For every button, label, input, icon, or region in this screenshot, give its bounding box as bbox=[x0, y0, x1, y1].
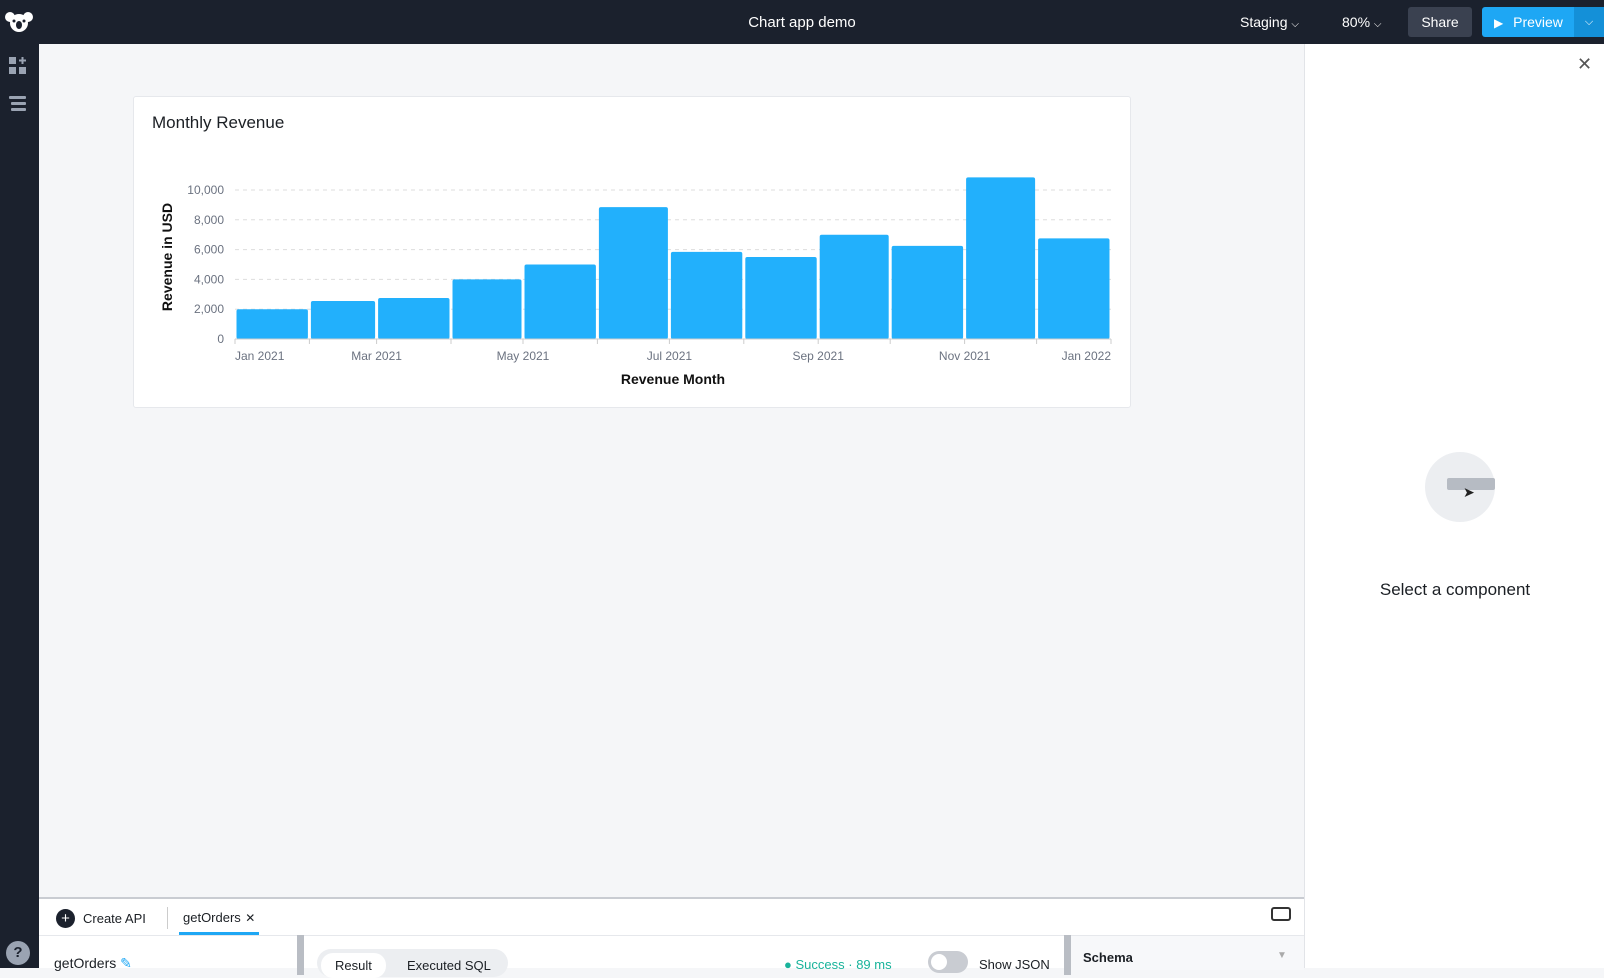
create-api-label: Create API bbox=[83, 911, 146, 926]
bar-jun-2021 bbox=[598, 207, 668, 339]
bar-mar-2021 bbox=[378, 298, 450, 339]
x-tick-label: May 2021 bbox=[497, 349, 550, 363]
y-tick-label: 10,000 bbox=[187, 183, 224, 197]
query-name[interactable]: getOrders ✎ bbox=[54, 955, 132, 972]
preview-label: Preview bbox=[1513, 14, 1563, 30]
y-axis-label: Revenue in USD bbox=[159, 203, 175, 311]
create-api-button[interactable]: + Create API bbox=[56, 909, 146, 928]
x-tick-label: Nov 2021 bbox=[939, 349, 991, 363]
x-axis-label: Revenue Month bbox=[621, 371, 725, 387]
bar-jul-2021 bbox=[670, 251, 743, 339]
top-bar: Chart app demo Staging ⌵ 80% ⌵ Share ▶ P… bbox=[0, 0, 1604, 44]
x-tick-label: Jan 2022 bbox=[1062, 349, 1112, 363]
bar-dec-2021 bbox=[1038, 238, 1110, 339]
schema-label: Schema bbox=[1083, 950, 1133, 965]
share-button[interactable]: Share bbox=[1408, 7, 1472, 37]
app-title: Chart app demo bbox=[748, 14, 856, 31]
x-tick-label: Jul 2021 bbox=[647, 349, 693, 363]
check-circle-icon: ● bbox=[784, 957, 792, 972]
collapse-panel-icon[interactable] bbox=[1271, 907, 1291, 921]
play-icon: ▶ bbox=[1494, 16, 1504, 30]
x-tick-label: Sep 2021 bbox=[793, 349, 845, 363]
bar-sep-2021 bbox=[819, 234, 889, 339]
y-tick-label: 6,000 bbox=[194, 243, 224, 257]
environment-label: Staging bbox=[1240, 14, 1288, 30]
environment-dropdown[interactable]: Staging ⌵ bbox=[1240, 14, 1299, 30]
edit-icon[interactable]: ✎ bbox=[120, 955, 132, 971]
chevron-down-icon[interactable]: ▼ bbox=[1277, 950, 1287, 961]
select-component-icon: ➤ bbox=[1425, 452, 1495, 522]
y-tick-label: 4,000 bbox=[194, 272, 224, 286]
chart-card[interactable]: Monthly Revenue 0 2,000 4,000 6,000 8,000 10,… bbox=[133, 96, 1131, 408]
empty-state-label: Select a component bbox=[1379, 580, 1531, 599]
x-tick-label: Mar 2021 bbox=[351, 349, 402, 363]
close-tab-icon[interactable]: ✕ bbox=[245, 911, 256, 925]
y-tick-label: 8,000 bbox=[194, 213, 224, 227]
help-icon[interactable]: ? bbox=[6, 941, 30, 965]
chart-title: Monthly Revenue bbox=[152, 113, 285, 132]
show-json-label: Show JSON bbox=[979, 957, 1050, 972]
chevron-down-icon: ⌵ bbox=[1291, 19, 1299, 30]
resize-handle[interactable] bbox=[1064, 935, 1071, 975]
result-tabs: Result Executed SQL bbox=[317, 949, 508, 978]
layers-icon[interactable] bbox=[8, 94, 28, 114]
api-panel: + Create API getOrders ✕ getOrders ✎ Res… bbox=[39, 897, 1304, 978]
tab-result[interactable]: Result bbox=[321, 953, 386, 978]
show-json-toggle[interactable] bbox=[928, 951, 968, 973]
x-tick-label: Jan 2021 bbox=[235, 349, 285, 363]
resize-handle[interactable] bbox=[297, 935, 304, 975]
y-tick-label: 0 bbox=[217, 332, 224, 346]
bar-chart: 0 2,000 4,000 6,000 8,000 10,000 Jan 2021 Mar 2… bbox=[159, 177, 1112, 387]
preview-button[interactable]: ▶ Preview ⌵ bbox=[1482, 7, 1604, 37]
sidebar: ? bbox=[0, 44, 39, 968]
tab-label: getOrders bbox=[183, 910, 241, 925]
bar-aug-2021 bbox=[745, 257, 817, 339]
y-tick-label: 2,000 bbox=[194, 302, 224, 316]
query-name-label: getOrders bbox=[54, 955, 117, 971]
plus-circle-icon: + bbox=[56, 909, 75, 928]
zoom-label: 80% bbox=[1342, 14, 1371, 30]
bar-nov-2021 bbox=[966, 177, 1036, 339]
preview-menu-chevron-icon[interactable]: ⌵ bbox=[1574, 7, 1604, 37]
koala-logo-icon[interactable] bbox=[4, 10, 34, 34]
schema-panel[interactable]: Schema ▼ bbox=[1071, 936, 1304, 970]
duration-label: · 89 ms bbox=[848, 957, 892, 972]
status: ● Success · 89 ms bbox=[784, 957, 892, 972]
bar-may-2021 bbox=[524, 264, 596, 339]
zoom-dropdown[interactable]: 80% ⌵ bbox=[1342, 14, 1382, 30]
bar-jan-2021 bbox=[236, 309, 308, 339]
close-icon[interactable]: ✕ bbox=[1577, 54, 1593, 74]
tab-getorders[interactable]: getOrders ✕ bbox=[179, 909, 260, 935]
tab-executed-sql[interactable]: Executed SQL bbox=[407, 958, 491, 973]
bar-feb-2021 bbox=[310, 301, 376, 339]
status-label: Success bbox=[795, 957, 845, 972]
bar-apr-2021 bbox=[452, 279, 522, 339]
add-component-icon[interactable] bbox=[8, 56, 28, 76]
chevron-down-icon: ⌵ bbox=[1373, 19, 1382, 30]
bar-oct-2021 bbox=[891, 245, 964, 339]
properties-panel: ✕ ➤ Select a component bbox=[1304, 44, 1604, 968]
